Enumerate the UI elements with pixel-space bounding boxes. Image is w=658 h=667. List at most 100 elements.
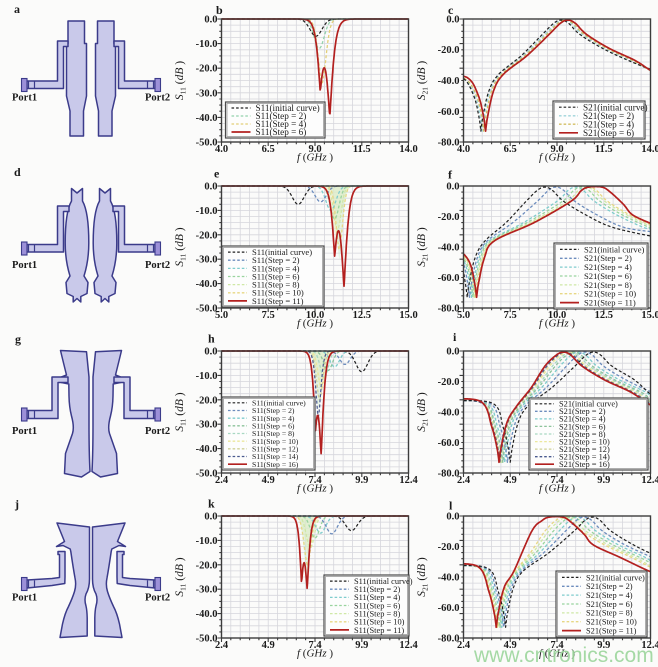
svg-text:-40.0: -40.0	[196, 279, 218, 290]
svg-text:-20.0: -20.0	[438, 45, 460, 56]
svg-text:S11(Step = 6): S11(Step = 6)	[256, 127, 307, 137]
svg-text:S21(Step = 6): S21(Step = 6)	[583, 128, 634, 138]
svg-text:10.0: 10.0	[548, 310, 566, 321]
svg-text:l: l	[449, 499, 453, 513]
svg-text:c: c	[448, 3, 454, 17]
svg-text:7.4: 7.4	[550, 475, 564, 486]
svg-text:7.4: 7.4	[308, 640, 322, 651]
svg-text:4.0: 4.0	[457, 144, 470, 155]
svg-text:-50.0: -50.0	[196, 634, 218, 645]
svg-text:-40.0: -40.0	[196, 609, 218, 620]
svg-text:h: h	[208, 332, 215, 346]
svg-text:S11(Step = 12): S11(Step = 12)	[252, 445, 299, 454]
svg-text:S21 (dB ): S21 (dB )	[416, 392, 430, 432]
svg-text:S11(Step = 10): S11(Step = 10)	[252, 437, 299, 446]
svg-text:-80.0: -80.0	[438, 304, 460, 315]
svg-text:12.4: 12.4	[399, 475, 418, 486]
svg-text:12.5: 12.5	[353, 310, 371, 321]
svg-text:a: a	[14, 2, 20, 16]
svg-text:0.0: 0.0	[446, 15, 459, 26]
svg-text:S21(Step = 4): S21(Step = 4)	[559, 415, 606, 424]
svg-text:Port2: Port2	[145, 93, 170, 104]
svg-text:S11(Step = 8): S11(Step = 8)	[252, 280, 300, 290]
svg-text:f (GHz ): f (GHz )	[539, 318, 575, 330]
svg-text:14.0: 14.0	[399, 144, 417, 155]
svg-text:S21(Step = 12): S21(Step = 12)	[559, 445, 610, 454]
svg-text:0.0: 0.0	[204, 182, 217, 193]
svg-text:7.4: 7.4	[550, 640, 564, 651]
svg-text:Port2: Port2	[145, 426, 170, 437]
svg-text:S21(Step = 10): S21(Step = 10)	[559, 437, 610, 446]
svg-text:9.9: 9.9	[355, 475, 368, 486]
svg-text:S11(Step = 4): S11(Step = 4)	[256, 119, 307, 129]
svg-text:S11(Step = 2): S11(Step = 2)	[252, 255, 300, 265]
svg-text:S11(Step = 10): S11(Step = 10)	[354, 618, 405, 627]
svg-text:S21 (dB ): S21 (dB )	[416, 61, 430, 101]
svg-text:S11(Step = 11): S11(Step = 11)	[354, 626, 404, 635]
svg-text:S21(initial curve): S21(initial curve)	[584, 244, 645, 254]
svg-text:S21(Step = 4): S21(Step = 4)	[583, 119, 634, 129]
svg-text:12.5: 12.5	[595, 310, 613, 321]
svg-text:S11(Step = 2): S11(Step = 2)	[252, 406, 295, 415]
svg-text:S11(Step = 11): S11(Step = 11)	[252, 296, 304, 306]
svg-text:S21(Step = 6): S21(Step = 6)	[584, 271, 632, 281]
svg-text:4.9: 4.9	[504, 475, 517, 486]
svg-text:f: f	[448, 168, 453, 182]
svg-text:S21(Step = 11): S21(Step = 11)	[586, 626, 637, 635]
svg-text:S11(Step = 6): S11(Step = 6)	[252, 271, 300, 281]
svg-text:-80.0: -80.0	[438, 138, 460, 149]
svg-text:-60.0: -60.0	[438, 273, 460, 284]
svg-text:-40.0: -40.0	[438, 243, 460, 254]
svg-text:-20.0: -20.0	[196, 395, 218, 406]
svg-text:2.4: 2.4	[215, 640, 229, 651]
svg-text:S21 (dB ): S21 (dB )	[416, 557, 430, 597]
svg-text:S11(Step = 6): S11(Step = 6)	[354, 601, 400, 610]
svg-text:S21(Step = 8): S21(Step = 8)	[584, 280, 632, 290]
svg-text:5.0: 5.0	[215, 310, 228, 321]
svg-text:S11 (dB ): S11 (dB )	[174, 392, 188, 431]
svg-text:-60.0: -60.0	[438, 438, 460, 449]
svg-text:f (GHz ): f (GHz )	[297, 152, 333, 164]
svg-text:Port1: Port1	[12, 593, 37, 604]
svg-text:S21(Step = 11): S21(Step = 11)	[584, 298, 636, 308]
svg-text:f (GHz ): f (GHz )	[297, 648, 333, 660]
svg-text:0.0: 0.0	[204, 15, 217, 26]
svg-text:-30.0: -30.0	[196, 420, 218, 431]
svg-text:f (GHz ): f (GHz )	[539, 648, 575, 660]
svg-text:S21(Step = 8): S21(Step = 8)	[586, 609, 633, 618]
svg-text:j: j	[14, 497, 19, 511]
svg-text:-10.0: -10.0	[196, 536, 218, 547]
svg-text:Port1: Port1	[12, 426, 37, 437]
svg-text:S21(Step = 2): S21(Step = 2)	[586, 582, 633, 591]
svg-text:9.9: 9.9	[355, 640, 368, 651]
svg-text:2.4: 2.4	[457, 640, 471, 651]
svg-text:-40.0: -40.0	[196, 444, 218, 455]
svg-text:g: g	[15, 332, 21, 346]
svg-text:-20.0: -20.0	[196, 64, 218, 75]
svg-text:k: k	[208, 497, 215, 511]
svg-text:-80.0: -80.0	[438, 469, 460, 480]
svg-text:f (GHz ): f (GHz )	[539, 152, 575, 164]
svg-text:S21(initial curve): S21(initial curve)	[583, 102, 648, 112]
svg-text:-60.0: -60.0	[438, 603, 460, 614]
svg-text:0.0: 0.0	[446, 182, 459, 193]
svg-text:S11(Step = 4): S11(Step = 4)	[252, 263, 300, 273]
svg-text:4.9: 4.9	[262, 640, 275, 651]
svg-text:S11(Step = 8): S11(Step = 8)	[252, 429, 295, 438]
svg-text:-80.0: -80.0	[438, 634, 460, 645]
svg-text:b: b	[216, 3, 223, 17]
svg-text:S11(Step = 2): S11(Step = 2)	[256, 111, 307, 121]
svg-text:14.0: 14.0	[641, 144, 658, 155]
svg-text:12.4: 12.4	[641, 640, 658, 651]
svg-text:0.0: 0.0	[204, 512, 217, 523]
svg-text:-30.0: -30.0	[196, 88, 218, 99]
svg-text:-40.0: -40.0	[438, 573, 460, 584]
svg-text:-50.0: -50.0	[196, 138, 218, 149]
svg-text:S21(Step = 10): S21(Step = 10)	[584, 289, 636, 299]
svg-text:S21(Step = 6): S21(Step = 6)	[586, 600, 633, 609]
svg-text:S21(Step = 2): S21(Step = 2)	[584, 253, 632, 263]
svg-text:S11(Step = 8): S11(Step = 8)	[354, 610, 400, 619]
svg-text:S11 (dB ): S11 (dB )	[174, 557, 188, 596]
svg-text:0.0: 0.0	[204, 347, 217, 358]
svg-text:S11(initial curve): S11(initial curve)	[256, 103, 320, 113]
